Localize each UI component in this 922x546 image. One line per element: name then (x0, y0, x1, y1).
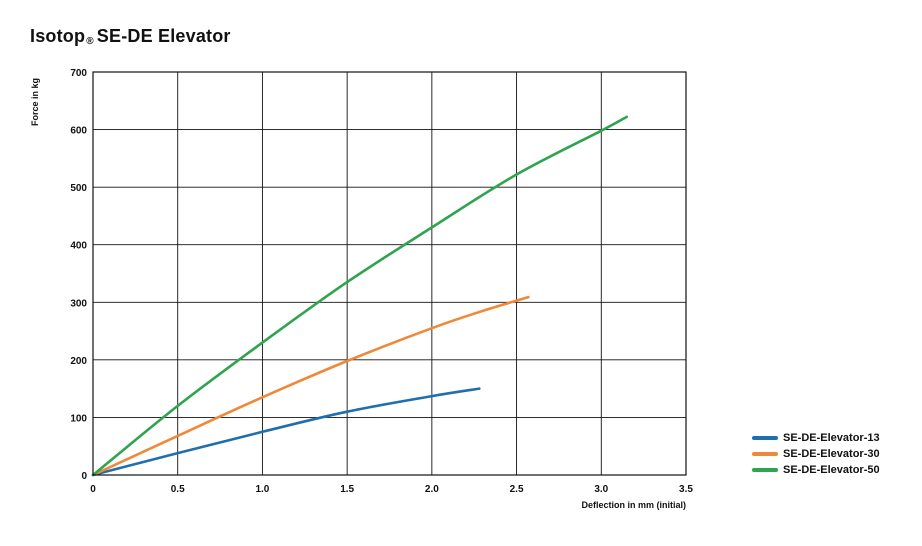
y-tick-label: 700 (70, 68, 87, 79)
legend-label: SE-DE-Elevator-13 (783, 432, 880, 444)
x-tick-label: 1.5 (340, 484, 354, 495)
series-line-se-de-elevator-50 (91, 115, 628, 477)
title-rest: SE-DE Elevator (96, 26, 231, 46)
y-tick-label: 0 (81, 471, 87, 482)
x-tick-label: 2.5 (510, 484, 524, 495)
legend-item: SE-DE-Elevator-30 (752, 446, 880, 462)
series-line-se-de-elevator-13 (91, 387, 481, 477)
x-tick-label: 1.0 (255, 484, 269, 495)
x-tick-label: 0 (90, 484, 96, 495)
x-tick-label: 0.5 (171, 484, 185, 495)
chart-title: Isotop® SE-DE Elevator (30, 26, 231, 47)
y-tick-label: 300 (70, 298, 87, 309)
x-tick-label: 3.0 (594, 484, 608, 495)
y-tick-label: 600 (70, 126, 87, 137)
x-tick-label: 3.5 (679, 484, 693, 495)
series-line-se-de-elevator-30 (91, 295, 530, 477)
legend-swatch (752, 452, 778, 456)
plot-frame (92, 71, 687, 476)
legend-swatch (752, 468, 778, 472)
y-tick-label: 400 (70, 241, 87, 252)
x-tick-label: 2.0 (425, 484, 439, 495)
y-tick-label: 100 (70, 413, 87, 424)
series-lines (91, 115, 628, 477)
x-axis-label: Deflection in mm (initial) (581, 500, 686, 510)
y-axis-label: Force in kg (30, 78, 40, 126)
legend-item: SE-DE-Elevator-50 (752, 462, 880, 478)
y-tick-label: 200 (70, 356, 87, 367)
legend-swatch (752, 436, 778, 440)
tick-labels: 0 0.5 1.0 1.5 2.0 2.5 3.0 3.5 0 100 200 300 400 500 60… (70, 68, 693, 495)
legend-label: SE-DE-Elevator-50 (783, 464, 880, 476)
y-tick-label: 500 (70, 183, 87, 194)
registered-mark: ® (86, 36, 94, 47)
legend-label: SE-DE-Elevator-30 (783, 448, 880, 460)
legend: SE-DE-Elevator-13 SE-DE-Elevator-30 SE-DE-… (752, 430, 880, 478)
title-main: Isotop (30, 26, 86, 46)
legend-item: SE-DE-Elevator-13 (752, 430, 880, 446)
